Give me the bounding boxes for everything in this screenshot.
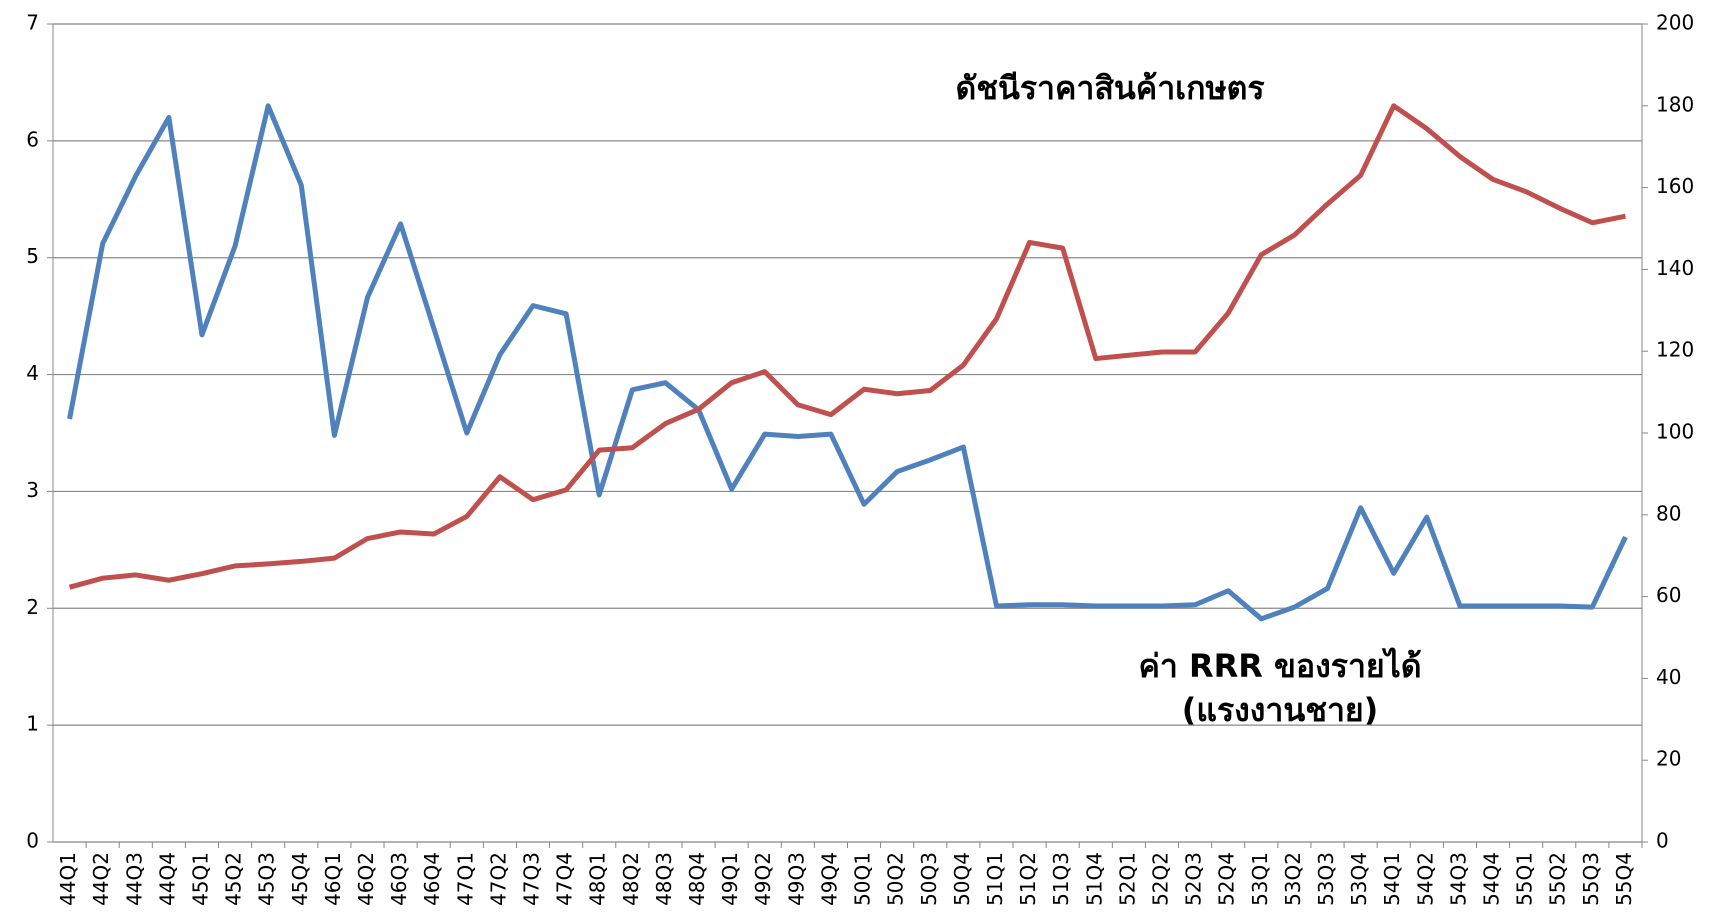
- x-tick-label: 48Q2: [619, 852, 643, 906]
- y-tick-label: 2: [26, 595, 39, 619]
- x-tick-label: 51Q4: [1082, 852, 1106, 906]
- y-tick-label: 0: [26, 829, 39, 853]
- y2-tick-label: 0: [1656, 829, 1669, 853]
- x-tick-label: 52Q1: [1115, 852, 1139, 906]
- y2-tick-label: 160: [1656, 174, 1694, 198]
- x-tick-label: 48Q3: [652, 852, 676, 906]
- x-tick-label: 51Q3: [1049, 852, 1073, 906]
- x-tick-label: 46Q1: [321, 852, 345, 906]
- x-tick-label: 47Q1: [453, 852, 477, 906]
- x-tick-label: 45Q3: [255, 852, 279, 906]
- x-tick-label: 54Q4: [1480, 852, 1504, 906]
- x-tick-label: 52Q2: [1148, 852, 1172, 906]
- annotation: ดัชนีราคาสินค้าเกษตร: [955, 69, 1264, 107]
- x-tick-label: 54Q3: [1446, 852, 1470, 906]
- x-tick-label: 46Q4: [420, 852, 444, 906]
- x-tick-label: 55Q4: [1612, 852, 1636, 906]
- y-tick-label: 4: [26, 361, 39, 385]
- x-tick-label: 54Q2: [1413, 852, 1437, 906]
- y-tick-label: 5: [26, 244, 39, 268]
- x-tick-label: 47Q3: [520, 852, 544, 906]
- x-tick-label: 53Q1: [1248, 852, 1272, 906]
- y2-tick-label: 180: [1656, 92, 1694, 116]
- x-tick-label: 51Q1: [983, 852, 1007, 906]
- x-tick-label: 46Q2: [354, 852, 378, 906]
- x-tick-label: 44Q3: [122, 852, 146, 906]
- series-line: [68, 103, 1626, 590]
- y-tick-label: 7: [26, 11, 39, 35]
- x-tick-label: 55Q1: [1513, 852, 1537, 906]
- x-tick-label: 52Q4: [1215, 852, 1239, 906]
- x-tick-label: 50Q4: [950, 852, 974, 906]
- x-tick-label: 54Q1: [1380, 852, 1404, 906]
- y2-tick-label: 60: [1656, 583, 1681, 607]
- x-tick-label: 45Q4: [288, 852, 312, 906]
- x-tick-label: 52Q3: [1182, 852, 1206, 906]
- x-tick-label: 48Q1: [586, 852, 610, 906]
- series-line: [67, 103, 1628, 622]
- y-tick-label: 1: [26, 712, 39, 736]
- x-tick-label: 50Q2: [884, 852, 908, 906]
- x-tick-label: 45Q2: [222, 852, 246, 906]
- y2-tick-label: 100: [1656, 420, 1694, 444]
- y-tick-label: 3: [26, 478, 39, 502]
- x-tick-label: 55Q2: [1546, 852, 1570, 906]
- y2-tick-label: 140: [1656, 256, 1694, 280]
- x-tick-label: 44Q4: [155, 852, 179, 906]
- x-tick-label: 51Q2: [1016, 852, 1040, 906]
- annotation: (แรงงานชาย): [1182, 691, 1379, 729]
- x-tick-label: 50Q3: [917, 852, 941, 906]
- x-tick-label: 46Q3: [387, 852, 411, 906]
- y2-tick-label: 80: [1656, 501, 1681, 525]
- x-tick-label: 53Q3: [1314, 852, 1338, 906]
- x-tick-label: 49Q1: [718, 852, 742, 906]
- x-tick-label: 47Q4: [553, 852, 577, 906]
- x-tick-label: 49Q2: [751, 852, 775, 906]
- x-tick-label: 49Q4: [817, 852, 841, 906]
- x-tick-label: 53Q4: [1347, 852, 1371, 906]
- x-tick-label: 44Q2: [89, 852, 113, 906]
- x-tick-label: 48Q4: [685, 852, 709, 906]
- x-tick-label: 47Q2: [486, 852, 510, 906]
- x-tick-label: 45Q1: [188, 852, 212, 906]
- x-tick-label: 49Q3: [784, 852, 808, 906]
- x-tick-label: 53Q2: [1281, 852, 1305, 906]
- y2-tick-label: 120: [1656, 338, 1694, 362]
- x-tick-label: 50Q1: [851, 852, 875, 906]
- y2-tick-label: 40: [1656, 665, 1681, 689]
- y2-tick-label: 200: [1656, 11, 1694, 35]
- y2-tick-label: 20: [1656, 747, 1681, 771]
- x-tick-label: 55Q3: [1579, 852, 1603, 906]
- y-tick-label: 6: [26, 127, 39, 151]
- annotation: ค่า RRR ของรายได้: [1138, 647, 1421, 685]
- x-tick-label: 44Q1: [56, 852, 80, 906]
